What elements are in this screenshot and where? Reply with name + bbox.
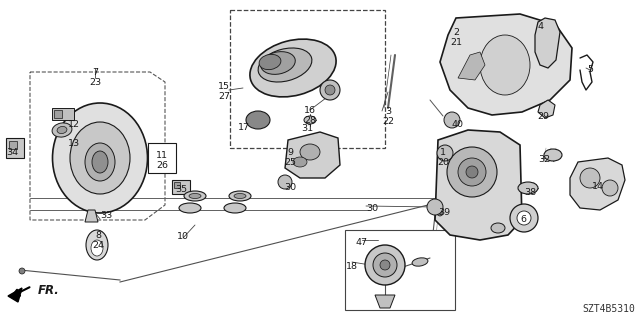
Ellipse shape [293,157,307,167]
Text: 11
26: 11 26 [156,151,168,170]
Ellipse shape [229,191,251,201]
Ellipse shape [412,258,428,266]
Circle shape [466,166,478,178]
Ellipse shape [246,111,270,129]
Circle shape [365,245,405,285]
Circle shape [458,158,486,186]
Ellipse shape [91,240,103,256]
Ellipse shape [85,143,115,181]
Ellipse shape [86,230,108,260]
Polygon shape [375,295,395,308]
Circle shape [517,211,531,225]
Text: 9
25: 9 25 [284,148,296,167]
Ellipse shape [52,103,147,213]
Polygon shape [538,100,555,118]
Ellipse shape [250,39,336,97]
Text: 6: 6 [520,215,526,224]
Ellipse shape [260,52,295,74]
Ellipse shape [184,191,206,201]
Polygon shape [435,130,522,240]
Ellipse shape [518,182,538,194]
Ellipse shape [300,144,320,160]
Text: 38: 38 [524,188,536,197]
Text: 39: 39 [438,208,450,217]
Ellipse shape [258,48,312,82]
Circle shape [320,80,340,100]
Text: SZT4B5310: SZT4B5310 [582,304,635,314]
Circle shape [437,210,443,216]
Text: 35: 35 [175,185,187,194]
Bar [345,230,455,310]
Circle shape [427,199,443,215]
Ellipse shape [189,194,201,198]
Bar [9,141,17,149]
Ellipse shape [491,223,505,233]
Polygon shape [440,14,572,115]
Circle shape [19,268,25,274]
Bar [174,182,180,188]
Text: 30: 30 [366,204,378,213]
Polygon shape [285,132,340,178]
Polygon shape [30,72,165,220]
Text: 10: 10 [177,232,189,241]
Text: 30: 30 [284,183,296,192]
Text: 14: 14 [592,182,604,191]
Text: 2
21: 2 21 [450,28,462,47]
Text: 31: 31 [301,124,313,133]
Polygon shape [458,52,485,80]
Text: FR.: FR. [38,284,60,296]
Circle shape [380,260,390,270]
Polygon shape [570,158,625,210]
Text: 32: 32 [538,155,550,164]
Text: 16
28: 16 28 [304,106,316,125]
Text: 47: 47 [356,238,368,247]
Ellipse shape [57,126,67,134]
Text: 4: 4 [537,22,543,31]
Ellipse shape [179,203,201,213]
Text: 13: 13 [68,139,80,148]
Circle shape [447,147,497,197]
Text: 29: 29 [537,112,549,121]
Circle shape [444,112,460,128]
Circle shape [437,145,453,161]
Polygon shape [8,288,22,302]
Text: 5: 5 [587,65,593,74]
Bar [230,10,385,148]
Bar [148,143,176,173]
Text: 8
24: 8 24 [92,231,104,250]
Text: 33: 33 [100,211,112,220]
Ellipse shape [70,122,130,194]
Circle shape [580,168,600,188]
Text: 3
22: 3 22 [382,107,394,126]
Circle shape [278,175,292,189]
Text: 40: 40 [451,120,463,129]
Ellipse shape [259,54,281,70]
Bar [52,108,74,120]
Ellipse shape [544,149,562,161]
Ellipse shape [92,151,108,173]
Circle shape [602,180,618,196]
Bar [54,110,62,118]
Circle shape [510,204,538,232]
Polygon shape [535,18,560,68]
Ellipse shape [480,35,530,95]
Circle shape [325,85,335,95]
Text: 1
20: 1 20 [437,148,449,167]
Polygon shape [85,210,98,222]
Text: 34: 34 [6,148,18,157]
Text: 7
23: 7 23 [89,68,101,87]
Ellipse shape [52,123,72,137]
Bar [172,180,190,194]
Text: 15
27: 15 27 [218,82,230,101]
Ellipse shape [234,194,246,198]
Text: 12: 12 [68,120,80,129]
Text: 18: 18 [346,262,358,271]
Circle shape [373,253,397,277]
Ellipse shape [304,116,316,124]
Text: 17: 17 [238,123,250,132]
Ellipse shape [224,203,246,213]
Bar [6,138,24,158]
